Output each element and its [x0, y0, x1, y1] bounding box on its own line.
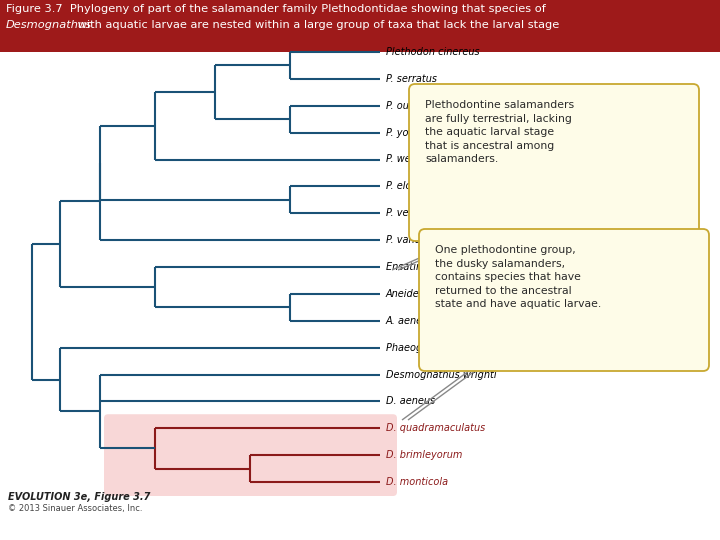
Text: A. aeneus: A. aeneus: [386, 316, 434, 326]
Text: P. vandykei: P. vandykei: [386, 235, 441, 245]
Text: D. brimleyorum: D. brimleyorum: [386, 450, 462, 460]
Text: P. welleri: P. welleri: [386, 154, 429, 165]
Text: © 2013 Sinauer Associates, Inc.: © 2013 Sinauer Associates, Inc.: [8, 504, 143, 513]
Text: Plethodontine salamanders
are fully terrestrial, lacking
the aquatic larval stag: Plethodontine salamanders are fully terr…: [425, 100, 574, 164]
Text: P. ouachitae: P. ouachitae: [386, 101, 445, 111]
Text: P. vehiculum: P. vehiculum: [386, 208, 447, 218]
Text: P. yonahlossee: P. yonahlossee: [386, 127, 458, 138]
Text: Phaeognathus hubrichti: Phaeognathus hubrichti: [386, 342, 502, 353]
FancyBboxPatch shape: [409, 84, 699, 241]
Text: D. monticola: D. monticola: [386, 477, 448, 487]
Text: EVOLUTION 3e, Figure 3.7: EVOLUTION 3e, Figure 3.7: [8, 492, 150, 502]
Text: Ensatina eschscholtzii: Ensatina eschscholtzii: [386, 262, 494, 272]
Text: One plethodontine group,
the dusky salamanders,
contains species that have
retur: One plethodontine group, the dusky salam…: [435, 245, 601, 309]
Text: Desmognathus: Desmognathus: [6, 20, 92, 30]
Text: with aquatic larvae are nested within a large group of taxa that lack the larval: with aquatic larvae are nested within a …: [74, 20, 559, 30]
FancyBboxPatch shape: [419, 229, 709, 371]
Text: D. aeneus: D. aeneus: [386, 396, 435, 407]
Text: P. elongatus: P. elongatus: [386, 181, 445, 191]
Bar: [0, 0, 720, 52]
Text: Plethodon cinereus: Plethodon cinereus: [386, 47, 480, 57]
Text: Figure 3.7  Phylogeny of part of the salamander family Plethodontidae showing th: Figure 3.7 Phylogeny of part of the sala…: [6, 4, 546, 14]
Text: P. serratus: P. serratus: [386, 74, 437, 84]
Text: Aneides lugubris: Aneides lugubris: [386, 289, 467, 299]
FancyBboxPatch shape: [104, 414, 397, 496]
Text: Desmognathus wrighti: Desmognathus wrighti: [386, 369, 497, 380]
Text: D. quadramaculatus: D. quadramaculatus: [386, 423, 485, 433]
